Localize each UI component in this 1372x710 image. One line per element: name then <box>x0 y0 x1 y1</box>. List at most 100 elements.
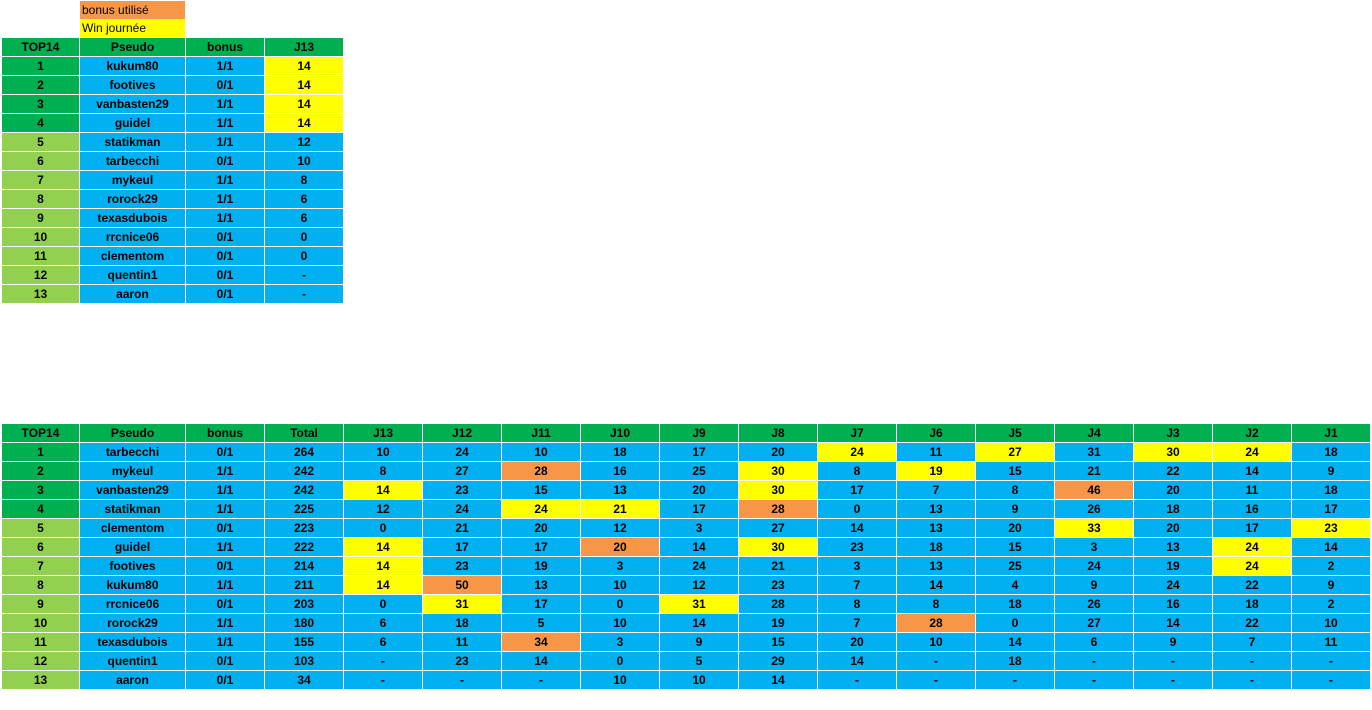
day-score-cell: 24 <box>422 442 502 462</box>
rank-cell: 11 <box>1 632 80 652</box>
pseudo-cell: mykeul <box>79 170 186 190</box>
day-score-cell: 25 <box>659 461 739 481</box>
pseudo-cell: statikman <box>79 132 186 152</box>
total-cell: 242 <box>264 461 344 481</box>
day-score-cell: 13 <box>896 499 976 519</box>
day-score-cell: 6 <box>343 632 423 652</box>
bonus-cell: 0/1 <box>185 284 265 304</box>
day-score-cell: 0 <box>817 499 897 519</box>
legend-bonus-used: bonus utilisé <box>80 1 185 19</box>
day-score-cell: 9 <box>1133 632 1213 652</box>
day-score-cell: - <box>1054 651 1134 671</box>
overall-ranking-table: TOP14 Pseudo bonus Total J13 J12 J11 J10 J9 J8 J7 J… <box>1 423 1371 690</box>
day-score-cell: 16 <box>1133 594 1213 614</box>
day-score-cell: 18 <box>422 613 502 633</box>
score-cell: 14 <box>264 113 344 133</box>
day-score-cell: 15 <box>975 461 1055 481</box>
day-score-cell: 28 <box>738 594 818 614</box>
day-score-cell: 14 <box>896 575 976 595</box>
day-score-cell: 17 <box>501 594 581 614</box>
day-score-cell: 20 <box>1133 480 1213 500</box>
pseudo-cell: kukum80 <box>79 575 186 595</box>
pseudo-cell: vanbasten29 <box>79 480 186 500</box>
day-score-cell: 14 <box>659 613 739 633</box>
rank-cell: 8 <box>1 575 80 595</box>
day-score-cell: 24 <box>1212 556 1292 576</box>
score-cell: 12 <box>264 132 344 152</box>
rank-cell: 10 <box>1 613 80 633</box>
bonus-cell: 1/1 <box>185 189 265 209</box>
pseudo-cell: footives <box>79 556 186 576</box>
bonus-cell: 0/1 <box>185 556 265 576</box>
day-score-cell: 16 <box>1212 499 1292 519</box>
day-score-cell: 27 <box>1054 613 1134 633</box>
day-score-cell: - <box>1054 670 1134 690</box>
day-score-cell: 18 <box>975 651 1055 671</box>
day-score-cell: 20 <box>817 632 897 652</box>
day-score-cell: 19 <box>896 461 976 481</box>
day-score-cell: 18 <box>975 594 1055 614</box>
day-score-cell: 23 <box>738 575 818 595</box>
day-score-cell: 14 <box>343 537 423 557</box>
header-cell: J7 <box>817 423 897 443</box>
bonus-cell: 0/1 <box>185 442 265 462</box>
day-score-cell: 24 <box>659 556 739 576</box>
header-cell: J2 <box>1212 423 1292 443</box>
rank-cell: 4 <box>1 113 80 133</box>
day-score-cell: 22 <box>1212 613 1292 633</box>
total-cell: 34 <box>264 670 344 690</box>
day-score-cell: 20 <box>738 442 818 462</box>
table-row: 1 tarbecchi 0/1 264 10 24 10 18 17 20 24 11 27 31 30 24… <box>1 442 1371 462</box>
day-score-cell: 31 <box>659 594 739 614</box>
score-cell: 8 <box>264 170 344 190</box>
day-score-cell: 21 <box>738 556 818 576</box>
day-score-cell: 23 <box>1291 518 1371 538</box>
rank-cell: 9 <box>1 208 80 228</box>
rank-cell: 13 <box>1 670 80 690</box>
bonus-cell: 1/1 <box>185 113 265 133</box>
day-score-cell: 14 <box>343 480 423 500</box>
day-score-cell: 28 <box>501 461 581 481</box>
header-cell: J1 <box>1291 423 1371 443</box>
bonus-cell: 1/1 <box>185 170 265 190</box>
header-cell: J10 <box>580 423 660 443</box>
pseudo-cell: texasdubois <box>79 208 186 228</box>
day-score-cell: 13 <box>896 518 976 538</box>
legend-day-win: Win journée <box>80 19 185 37</box>
pseudo-cell: tarbecchi <box>79 442 186 462</box>
day-score-cell: 8 <box>896 594 976 614</box>
day-score-cell: 33 <box>1054 518 1134 538</box>
header-cell: TOP14 <box>1 423 80 443</box>
header-cell: J3 <box>1133 423 1213 443</box>
day-score-cell: 50 <box>422 575 502 595</box>
pseudo-cell: quentin1 <box>79 651 186 671</box>
header-cell: J13 <box>343 423 423 443</box>
day-score-cell: 18 <box>1212 594 1292 614</box>
day-score-cell: 20 <box>659 480 739 500</box>
score-cell: 0 <box>264 227 344 247</box>
day-score-cell: 0 <box>580 651 660 671</box>
day-score-cell: 16 <box>580 461 660 481</box>
day-score-cell: 15 <box>738 632 818 652</box>
table-row: 3 vanbasten29 1/1 242 14 23 15 13 20 30 17 7 8 46 20 11… <box>1 480 1371 500</box>
table-row: 8 kukum80 1/1 211 14 50 13 10 12 23 7 14 4 9 24 22 9 <box>1 575 1371 595</box>
bonus-cell: 1/1 <box>185 461 265 481</box>
day-score-cell: 23 <box>422 651 502 671</box>
day-score-cell: 10 <box>580 613 660 633</box>
day-score-cell: 17 <box>1291 499 1371 519</box>
day-score-cell: 20 <box>1133 518 1213 538</box>
total-cell: 214 <box>264 556 344 576</box>
day-score-cell: 3 <box>580 632 660 652</box>
day-score-cell: 8 <box>817 594 897 614</box>
table-row: 9 rrcnice06 0/1 203 0 31 17 0 31 28 8 8 18 26 16 18 2 <box>1 594 1371 614</box>
day-score-cell: 14 <box>659 537 739 557</box>
day-score-cell: 0 <box>580 594 660 614</box>
total-cell: 103 <box>264 651 344 671</box>
day-score-cell: 11 <box>1212 480 1292 500</box>
day-score-cell: 24 <box>422 499 502 519</box>
rank-cell: 1 <box>1 56 80 76</box>
day-score-cell: 14 <box>343 556 423 576</box>
table-row: 1 kukum80 1/1 14 <box>1 56 344 76</box>
day-score-cell: 21 <box>580 499 660 519</box>
day-score-cell: 19 <box>501 556 581 576</box>
